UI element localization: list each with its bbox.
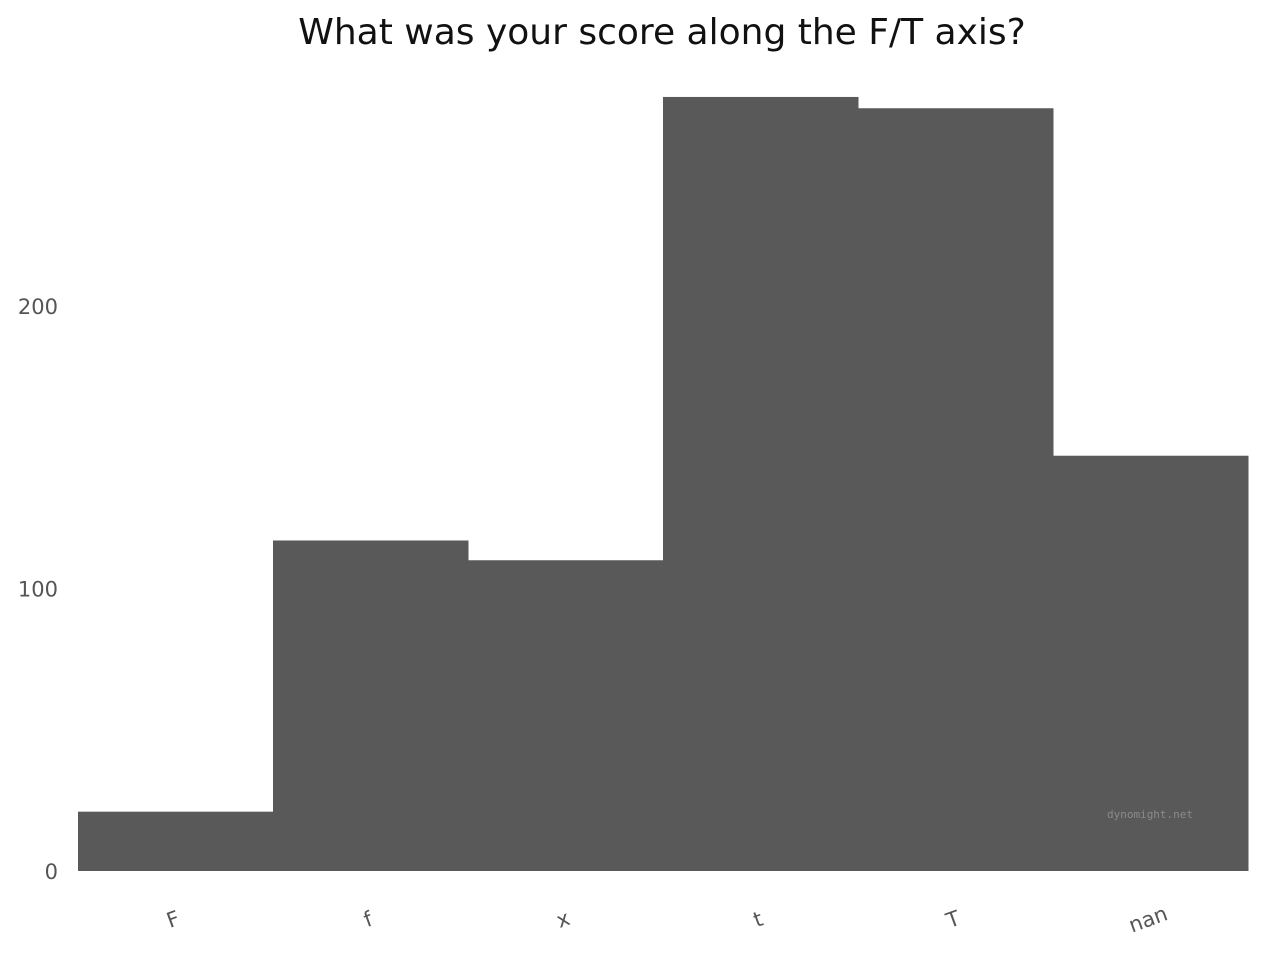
bar-x [468, 560, 664, 871]
x-tick-label: T [942, 906, 963, 933]
bar-nan [1053, 455, 1249, 871]
y-tick-label: 200 [18, 295, 58, 319]
x-tick-label: t [750, 907, 766, 932]
x-tick-label: x [553, 906, 573, 933]
bar-F [78, 811, 274, 871]
watermark-text: dynomight.net [1107, 808, 1193, 821]
y-tick-label: 0 [45, 860, 58, 884]
x-tick-label: f [361, 907, 377, 932]
x-tick-label: nan [1125, 901, 1170, 937]
bar-T [858, 108, 1054, 871]
bar-t [663, 96, 859, 871]
y-tick-label: 100 [18, 578, 58, 602]
bars-group [78, 96, 1249, 871]
y-axis: 0 100 200 [18, 295, 58, 884]
bar-f [273, 540, 469, 871]
chart-title: What was your score along the F/T axis? [298, 12, 1026, 53]
x-tick-label: F [163, 906, 183, 933]
